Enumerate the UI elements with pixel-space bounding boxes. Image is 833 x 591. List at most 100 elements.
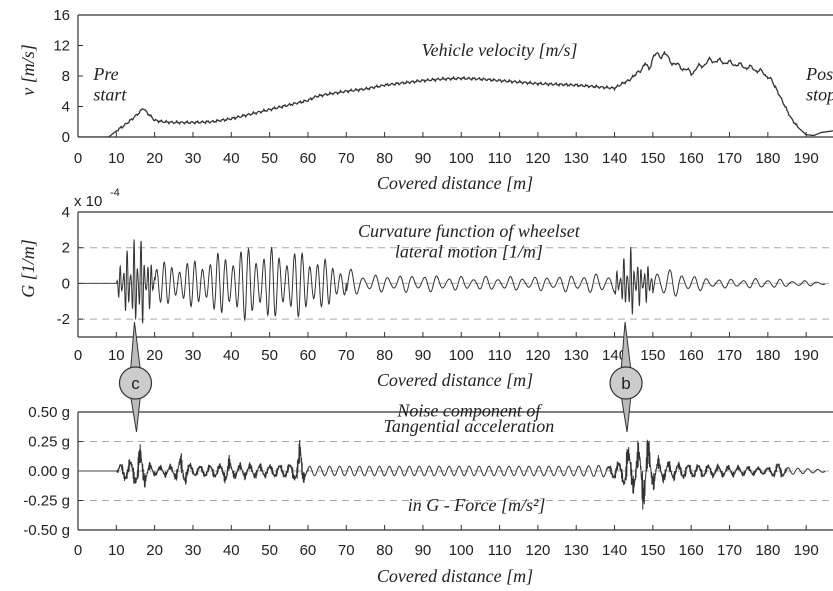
x-tick-label: 50 (261, 542, 278, 559)
x-axis-label: Covered distance [m] (377, 173, 533, 193)
x-tick-label: 40 (223, 347, 240, 364)
y-tick-label: 0.00 g (28, 463, 70, 480)
callout-pointer-down (620, 394, 632, 433)
x-tick-label: 110 (488, 150, 512, 167)
x-tick-label: 180 (755, 347, 780, 364)
x-tick-label: 90 (415, 347, 432, 364)
y-tick-label: 16 (53, 7, 70, 24)
callout-pointer-down (129, 394, 142, 433)
x-tick-label: 130 (564, 542, 589, 559)
annotation-label: Noise component of (396, 401, 543, 421)
y-axis-label: v [m/s] (18, 44, 38, 96)
y-tick-label: 8 (62, 68, 70, 85)
callout-c: c (118, 321, 153, 433)
x-tick-label: 70 (338, 347, 355, 364)
x-tick-label: 150 (640, 150, 665, 167)
x-tick-label: 130 (564, 347, 589, 364)
x-tick-label: 80 (376, 347, 393, 364)
x-tick-label: 60 (300, 347, 317, 364)
annotation-label: lateral motion [1/m] (395, 242, 543, 262)
y-tick-label: 0.25 g (28, 434, 70, 451)
y-tick-label: 0 (62, 129, 70, 146)
x-tick-label: 180 (755, 542, 780, 559)
y-tick-label: 4 (62, 204, 70, 221)
x-tick-label: 190 (794, 542, 819, 559)
callout-bubble (609, 366, 643, 400)
x-tick-label: 60 (300, 150, 317, 167)
x-tick-label: 100 (449, 150, 474, 167)
x-tick-label: 120 (525, 542, 550, 559)
callout-letter: c (131, 374, 140, 393)
x-tick-label: 80 (376, 542, 393, 559)
y-axis-label: G [1/m] (18, 239, 38, 298)
chart-panel-3: -0.50 g -0.25 g 0.00 g 0.25 g 0.50 g 0 10 20 30 4… (23, 401, 833, 586)
annotation-label: start (93, 84, 127, 104)
series-line (115, 239, 826, 324)
callout-b: b (609, 321, 643, 433)
x-tick-label: 110 (488, 347, 512, 364)
x-tick-label: 60 (300, 542, 317, 559)
x-tick-label: 20 (146, 347, 163, 364)
x-tick-label: 10 (108, 542, 125, 559)
x-tick-label: 50 (261, 150, 278, 167)
x-tick-label: 140 (602, 542, 627, 559)
x-tick-label: 140 (602, 150, 627, 167)
x-tick-label: 30 (185, 347, 202, 364)
y-tick-label: -0.50 g (23, 522, 70, 539)
x-tick-label: 140 (602, 347, 627, 364)
x-tick-label: 80 (376, 150, 393, 167)
x-axis-label: Covered distance [m] (377, 370, 533, 390)
scale-factor-label: x 10 (74, 193, 102, 210)
callout-pointer-up (620, 321, 632, 372)
x-tick-label: 90 (415, 150, 432, 167)
x-tick-label: 110 (488, 542, 512, 559)
series-line (78, 50, 833, 137)
y-tick-label: 0.50 g (28, 404, 70, 421)
x-tick-label: 150 (640, 347, 665, 364)
x-tick-label: 40 (223, 150, 240, 167)
x-tick-label: 70 (338, 542, 355, 559)
annotation-label: Curvature function of wheelset (358, 221, 581, 241)
x-tick-label: 50 (261, 347, 278, 364)
x-tick-label: 90 (415, 542, 432, 559)
x-tick-label: 130 (564, 150, 589, 167)
x-tick-label: 150 (640, 542, 665, 559)
annotation-label: in G - Force [m/s²] (408, 495, 546, 515)
annotation-label: Post (805, 64, 833, 84)
x-tick-label: 100 (449, 542, 474, 559)
x-tick-label: 160 (679, 150, 704, 167)
x-tick-label: 10 (108, 150, 125, 167)
x-tick-label: 160 (679, 542, 704, 559)
y-tick-label: -2 (57, 311, 70, 328)
callout-letter: b (621, 374, 630, 393)
x-tick-label: 10 (108, 347, 125, 364)
x-tick-label: 40 (223, 542, 240, 559)
y-tick-label: 0 (62, 275, 70, 292)
x-tick-label: 180 (755, 150, 780, 167)
x-tick-label: 20 (146, 542, 163, 559)
y-tick-label: 12 (53, 38, 70, 55)
x-tick-label: 0 (74, 347, 82, 364)
x-tick-label: 170 (717, 150, 742, 167)
x-tick-label: 30 (185, 150, 202, 167)
x-tick-label: 170 (717, 542, 742, 559)
callout-pointer-up (129, 321, 142, 372)
x-tick-label: 0 (74, 542, 82, 559)
y-tick-label: -0.25 g (23, 493, 70, 510)
callout-bubble (118, 366, 153, 400)
x-tick-label: 120 (525, 347, 550, 364)
scale-exponent-label: -4 (110, 187, 120, 199)
x-tick-label: 30 (185, 542, 202, 559)
x-axis-label: Covered distance [m] (377, 566, 533, 586)
y-tick-label: 2 (62, 240, 70, 257)
x-tick-label: 120 (525, 150, 550, 167)
x-tick-label: 160 (679, 347, 704, 364)
y-tick-label: 4 (62, 99, 70, 116)
annotation-label: stop (806, 84, 833, 104)
x-tick-label: 190 (794, 150, 819, 167)
x-tick-label: 170 (717, 347, 742, 364)
annotation-label: Vehicle velocity [m/s] (422, 40, 578, 60)
x-tick-label: 190 (794, 347, 819, 364)
